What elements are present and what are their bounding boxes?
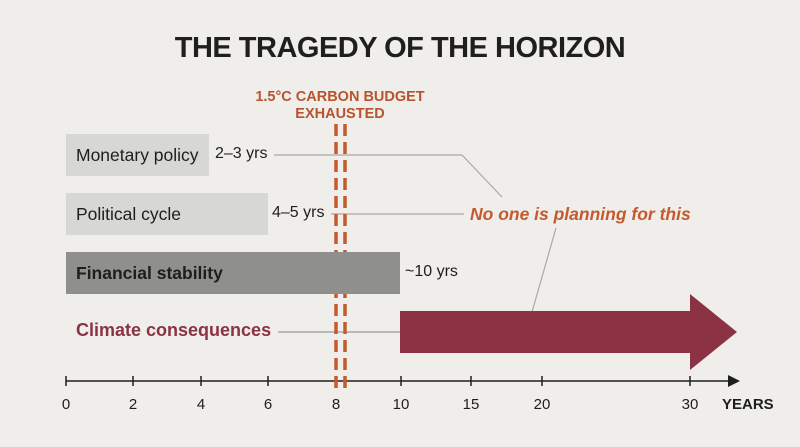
duration-financial-stability: ~10 yrs: [405, 263, 458, 280]
leader-line-callout: [531, 227, 557, 313]
carbon-budget-label-line2: EXHAUSTED: [295, 106, 385, 122]
axis-tick-marks: [65, 376, 691, 386]
diagram-title: THE TRAGEDY OF THE HORIZON: [174, 32, 626, 64]
tick-label-8: 8: [331, 396, 341, 413]
bar-financial-stability-label: Financial stability: [76, 262, 223, 283]
climate-consequences-arrow: [400, 294, 737, 370]
tick-label-2: 2: [128, 396, 138, 413]
bar-monetary-policy-label: Monetary policy: [76, 144, 199, 165]
carbon-budget-label-line1: 1.5°C CARBON BUDGET: [255, 89, 425, 105]
timeline-axis-arrowhead: [728, 375, 740, 387]
bar-political-cycle: Political cycle: [66, 193, 268, 235]
tick-label-0: 0: [61, 396, 71, 413]
leader-line-monetary-diagonal: [461, 154, 503, 198]
tick-label-15: 15: [462, 396, 480, 413]
duration-monetary-policy: 2–3 yrs: [215, 145, 268, 162]
bar-political-cycle-label: Political cycle: [76, 203, 182, 224]
duration-political-cycle: 4–5 yrs: [272, 204, 325, 221]
bar-monetary-policy: Monetary policy: [66, 134, 209, 176]
tick-label-4: 4: [196, 396, 206, 413]
tick-label-20: 20: [533, 396, 551, 413]
tick-label-10: 10: [392, 396, 410, 413]
climate-consequences-label: Climate consequences: [76, 320, 272, 340]
carbon-budget-label: 1.5°C CARBON BUDGET EXHAUSTED: [240, 89, 440, 123]
bar-financial-stability: Financial stability: [66, 252, 400, 294]
axis-unit-label: YEARS: [722, 396, 774, 413]
callout-no-planning: No one is planning for this: [470, 204, 691, 224]
tick-label-6: 6: [263, 396, 273, 413]
tick-label-30: 30: [681, 396, 699, 413]
